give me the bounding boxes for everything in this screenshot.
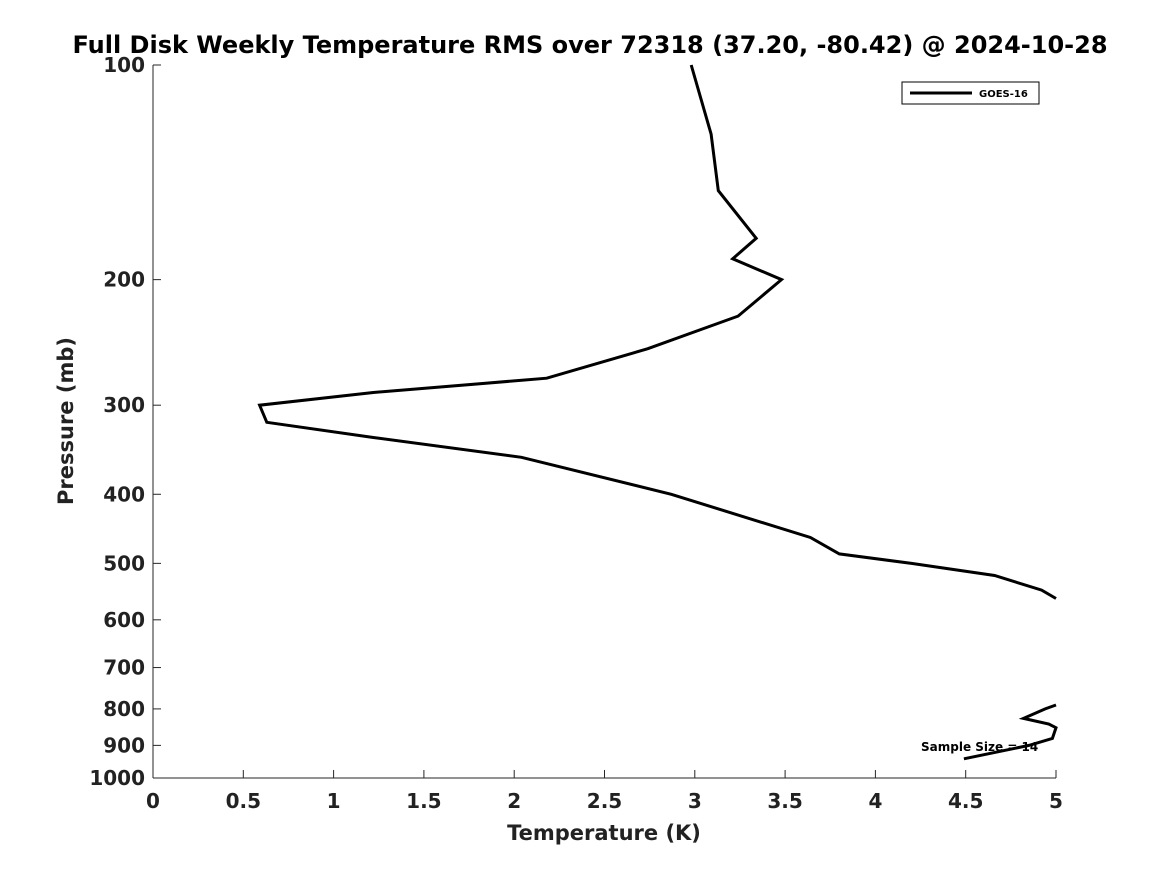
x-tick-label: 5 — [1049, 789, 1063, 813]
x-tick-label: 2 — [507, 789, 521, 813]
y-tick-label: 700 — [103, 656, 145, 680]
y-tick-label: 900 — [103, 733, 145, 757]
y-tick-label: 1000 — [89, 766, 145, 790]
y-tick-label: 400 — [103, 482, 145, 506]
y-tick-label: 800 — [103, 697, 145, 721]
x-axis-label: Temperature (K) — [507, 821, 701, 845]
sample-size-annotation: Sample Size = 14 — [921, 740, 1038, 754]
x-tick-label: 0.5 — [226, 789, 261, 813]
x-tick-label: 1 — [327, 789, 341, 813]
legend-label: GOES-16 — [979, 89, 1028, 100]
x-tick-label: 3 — [688, 789, 702, 813]
x-tick-label: 1.5 — [406, 789, 441, 813]
x-tick-label: 4 — [868, 789, 882, 813]
y-tick-label: 500 — [103, 551, 145, 575]
x-tick-label: 4.5 — [948, 789, 983, 813]
series-layer — [257, 64, 1058, 761]
y-tick-label: 200 — [103, 268, 145, 292]
x-tick-label: 0 — [146, 789, 160, 813]
y-axis-label: Pressure (mb) — [54, 337, 78, 505]
y-axis-ticks: 100 200 300 400 500 600 700 800 900 1000 — [89, 53, 161, 790]
y-tick-label: 600 — [103, 608, 145, 632]
x-axis-ticks: 0 0.5 1 1.5 2 2.5 3 3.5 4 4.5 5 — [146, 770, 1063, 813]
chart-title: Full Disk Weekly Temperature RMS over 72… — [72, 31, 1107, 59]
series-line-goes16 — [963, 703, 1058, 761]
y-tick-label: 300 — [103, 393, 145, 417]
series-line-goes16 — [257, 64, 1057, 600]
legend: GOES-16 — [901, 81, 1040, 105]
x-tick-label: 3.5 — [767, 789, 802, 813]
y-tick-label: 100 — [103, 53, 145, 77]
x-tick-label: 2.5 — [587, 789, 622, 813]
